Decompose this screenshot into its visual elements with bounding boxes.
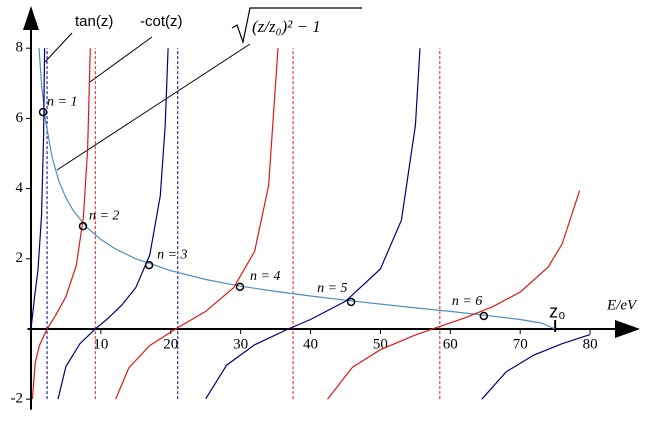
- curve: [38, 47, 556, 330]
- solution-point: [78, 221, 88, 231]
- x-tick-label: 20: [163, 336, 178, 352]
- curve: [31, 48, 581, 400]
- legend-cot: -cot(z): [140, 13, 183, 30]
- x-tick-label: 70: [513, 336, 528, 352]
- x-tick-label: 10: [93, 336, 108, 352]
- x-tick-label: 80: [583, 336, 598, 352]
- solution-label: n = 4: [250, 269, 280, 284]
- y-tick-label: 6: [15, 110, 23, 126]
- y-tick-label: 4: [15, 180, 23, 196]
- y-tick-label: -2: [10, 391, 23, 407]
- curve: [30, 48, 591, 400]
- leader-line: [44, 32, 73, 63]
- solution-point: [235, 282, 245, 292]
- x-tick-label: 40: [303, 336, 318, 352]
- leader-line: [56, 43, 251, 171]
- solution-label: n = 5: [317, 281, 347, 296]
- solution-point: [38, 107, 48, 117]
- solution-label: n = 1: [47, 94, 77, 109]
- solution-point: [346, 297, 356, 307]
- solution-point: [479, 311, 489, 321]
- y-tick-label: 2: [15, 250, 23, 266]
- solution-point: [144, 260, 154, 270]
- legend-tan: tan(z): [75, 13, 113, 30]
- radical-sign: [231, 7, 362, 45]
- x-axis-label: E/eV: [606, 297, 638, 313]
- x-tick-label: 30: [233, 336, 248, 352]
- y-tick-label: 8: [15, 40, 23, 56]
- solution-label: n = 6: [452, 294, 482, 309]
- z0-label: z₀: [549, 302, 565, 322]
- solution-label: n = 3: [157, 247, 187, 262]
- y-axis-arrow: [23, 6, 39, 30]
- x-tick-label: 60: [443, 336, 458, 352]
- leader-line: [89, 36, 153, 83]
- legend-sqrt: (z/z₀)² − 1: [252, 17, 321, 36]
- solution-label: n = 2: [89, 208, 119, 223]
